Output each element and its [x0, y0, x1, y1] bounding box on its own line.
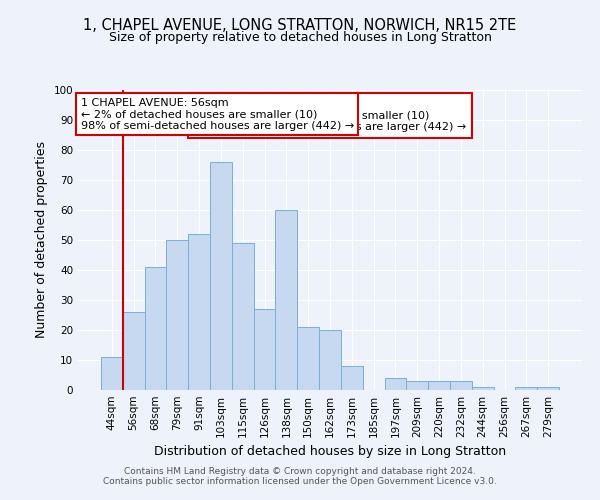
Bar — [406, 381, 428, 390]
Bar — [515, 387, 537, 390]
Text: 1 CHAPEL AVENUE: 56sqm
← 2% of detached houses are smaller (10)
98% of semi-deta: 1 CHAPEL AVENUE: 56sqm ← 2% of detached … — [80, 98, 354, 130]
Y-axis label: Number of detached properties: Number of detached properties — [35, 142, 48, 338]
X-axis label: Distribution of detached houses by size in Long Stratton: Distribution of detached houses by size … — [154, 446, 506, 458]
Bar — [232, 243, 254, 390]
Bar — [145, 267, 166, 390]
Text: Contains HM Land Registry data © Crown copyright and database right 2024.: Contains HM Land Registry data © Crown c… — [124, 467, 476, 476]
Bar — [123, 312, 145, 390]
Text: Size of property relative to detached houses in Long Stratton: Size of property relative to detached ho… — [109, 31, 491, 44]
Bar — [188, 234, 210, 390]
Bar — [450, 381, 472, 390]
Bar — [341, 366, 363, 390]
Bar — [275, 210, 297, 390]
Bar — [428, 381, 450, 390]
Bar — [297, 327, 319, 390]
Text: Contains public sector information licensed under the Open Government Licence v3: Contains public sector information licen… — [103, 477, 497, 486]
Text: 1, CHAPEL AVENUE, LONG STRATTON, NORWICH, NR15 2TE: 1, CHAPEL AVENUE, LONG STRATTON, NORWICH… — [83, 18, 517, 32]
Bar — [101, 357, 123, 390]
Bar — [472, 387, 494, 390]
Text: 1 CHAPEL AVENUE: 56sqm
← 2% of detached houses are smaller (10)
98% of semi-deta: 1 CHAPEL AVENUE: 56sqm ← 2% of detached … — [193, 99, 467, 132]
Bar — [166, 240, 188, 390]
Bar — [385, 378, 406, 390]
Bar — [210, 162, 232, 390]
Bar — [537, 387, 559, 390]
Bar — [254, 309, 275, 390]
Bar — [319, 330, 341, 390]
